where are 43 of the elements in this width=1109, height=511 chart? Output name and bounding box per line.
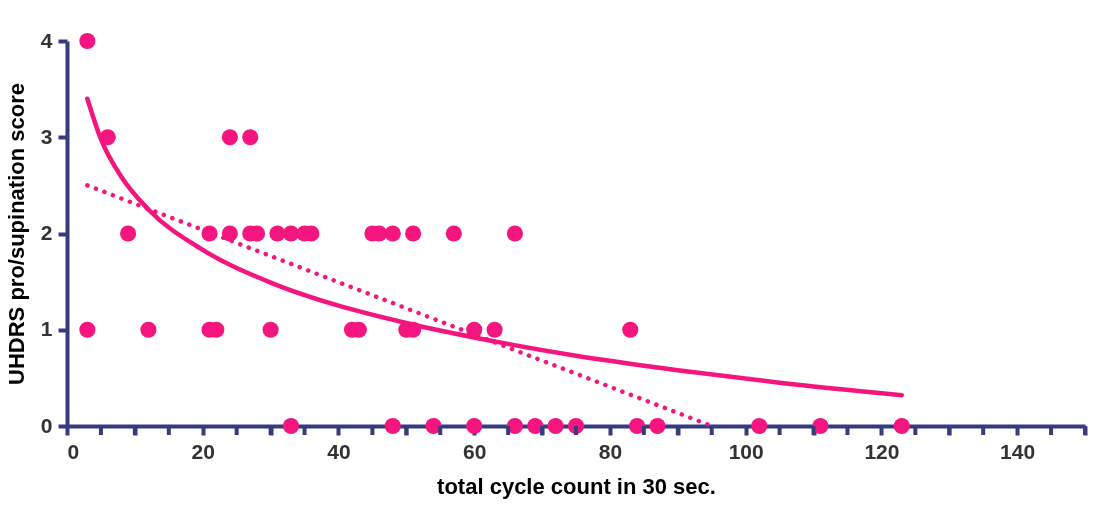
point — [242, 129, 259, 146]
point — [649, 417, 666, 435]
y-tick-label: 0 — [40, 413, 53, 437]
point — [140, 321, 157, 338]
point — [384, 417, 401, 435]
point — [751, 417, 768, 435]
x-tick-label: 0 — [67, 439, 80, 463]
point — [282, 417, 300, 435]
point — [120, 225, 137, 242]
point — [527, 417, 544, 435]
point — [79, 32, 96, 50]
y-tick-label: 3 — [40, 124, 53, 148]
y-tick-label: 1 — [40, 317, 53, 341]
point — [384, 225, 401, 242]
point — [262, 321, 279, 338]
y-tick-label: 4 — [40, 28, 53, 52]
point — [445, 225, 462, 242]
y-tick-label: 2 — [40, 221, 53, 244]
point — [221, 129, 238, 146]
point — [506, 225, 523, 242]
x-tick-label: 40 — [327, 439, 351, 463]
point — [506, 417, 523, 435]
point — [405, 225, 422, 242]
point — [282, 225, 300, 242]
point — [269, 225, 286, 242]
x-tick-label: 140 — [1000, 439, 1036, 463]
x-tick-label: 120 — [864, 439, 900, 463]
point — [466, 417, 483, 435]
x-tick-label: 80 — [598, 439, 623, 463]
x-tick-label: 60 — [463, 439, 487, 463]
point — [629, 417, 646, 435]
point — [425, 417, 442, 435]
point — [893, 417, 910, 435]
point — [486, 321, 503, 338]
point — [79, 321, 96, 338]
point — [547, 417, 564, 435]
y-axis-title: UHDRS pro/supination score — [3, 83, 29, 385]
x-tick-label: 100 — [728, 439, 764, 463]
point — [221, 225, 238, 242]
x-axis-title: total cycle count in 30 sec. — [437, 473, 716, 499]
point — [812, 417, 829, 435]
x-tick-label: 20 — [191, 439, 215, 463]
point — [622, 321, 639, 338]
